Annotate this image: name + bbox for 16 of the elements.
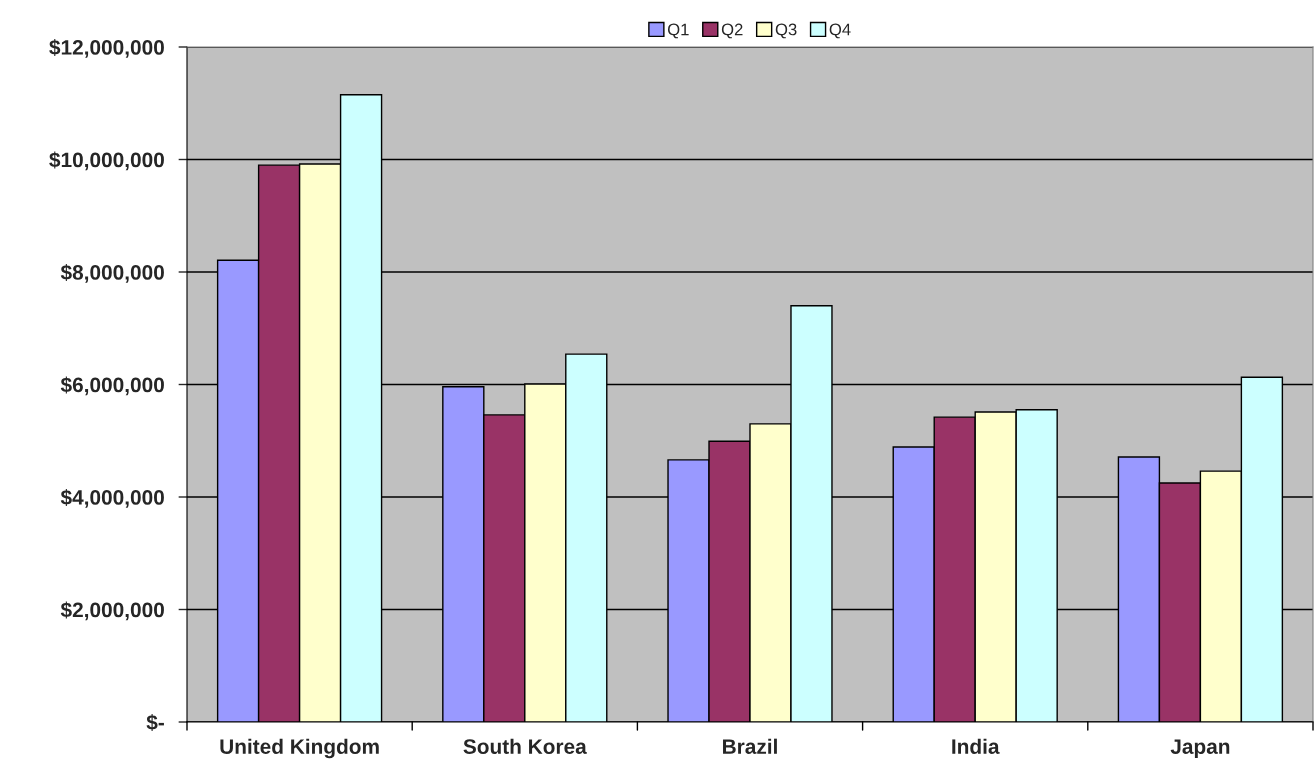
legend-label: Q3 [775,23,797,39]
x-tick-label: Brazil [723,738,777,754]
y-tick-label: $8,000,000 [60,264,164,283]
y-tick-label: $4,000,000 [60,489,164,508]
y-tick-label: $12,000,000 [49,39,164,58]
y-tick-label: $6,000,000 [60,376,164,396]
x-tick-label: United Kingdom [220,738,379,759]
legend-label: Q2 [721,23,743,39]
x-tick-label: India [952,738,1000,754]
x-tick-label: Japan [1170,739,1230,759]
y-tick-label: $2,000,000 [60,601,164,621]
y-tick-label: $10,000,000 [49,151,164,171]
legend-label: Q1 [667,23,689,39]
y-tick-label: $- [146,714,164,732]
x-tick-label: South Korea [463,738,587,754]
legend-label: Q4 [829,23,851,39]
